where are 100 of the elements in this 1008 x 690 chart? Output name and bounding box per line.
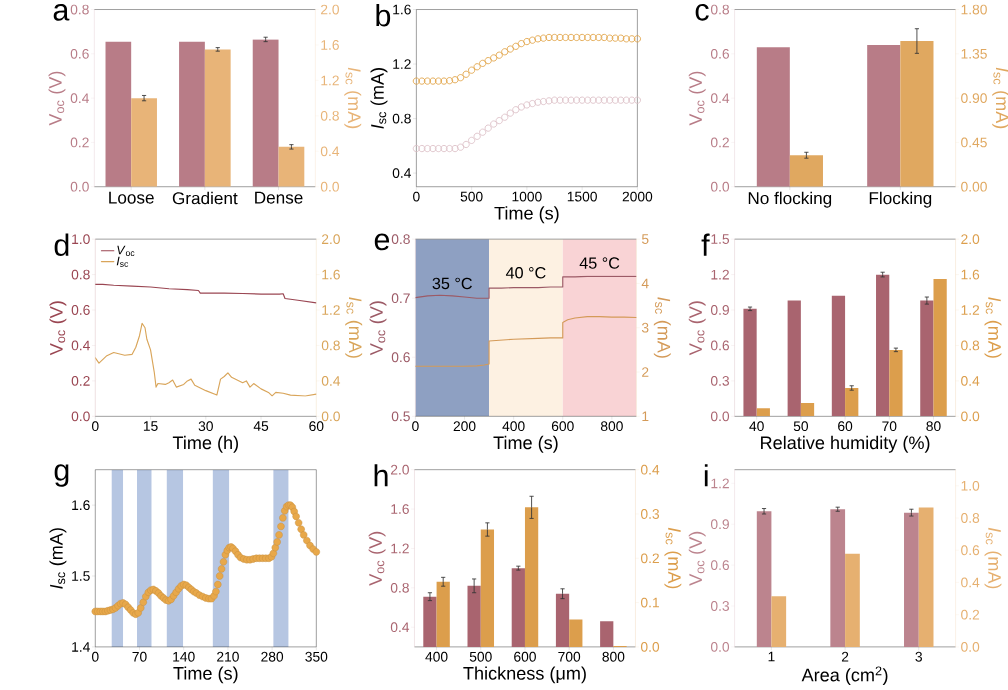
- x-tick-label: 80: [926, 421, 941, 432]
- y2-tick-label: 0.2: [961, 609, 980, 620]
- y-tick-label: 0.4: [710, 93, 730, 104]
- x-tick-label: 350: [305, 651, 328, 662]
- y-tick-label: 1.2: [711, 478, 729, 489]
- x-tick-label: 70: [882, 421, 897, 432]
- x-tick-label: 1500: [567, 191, 597, 202]
- bar: [756, 408, 770, 417]
- point: [578, 96, 586, 104]
- point: [512, 106, 520, 114]
- y-tick-label: 0.8: [710, 4, 730, 15]
- y2-tick-label: 0.2: [640, 553, 659, 564]
- point: [617, 34, 625, 42]
- y-tick-label: 0.9: [710, 519, 729, 530]
- x-tick-label: 60: [838, 421, 853, 432]
- point: [633, 96, 641, 104]
- y2-tick-label: 0.0: [961, 642, 980, 652]
- bar: [831, 295, 846, 417]
- legend-label: I$_{sc}$: [116, 256, 129, 268]
- y-tick-label: 0.0: [710, 411, 730, 422]
- x-axis-title: Time (s): [493, 435, 558, 453]
- y-tick-label: 0.8: [391, 234, 410, 245]
- chart-title: b: [376, 4, 391, 27]
- x-tick-label: Loose: [109, 191, 154, 204]
- point: [501, 48, 509, 56]
- y-tick-label: 0.2: [70, 137, 89, 148]
- point: [412, 77, 420, 85]
- bar: [278, 146, 305, 187]
- point: [567, 34, 575, 42]
- y-tick-label: 1.2: [393, 59, 411, 69]
- point: [462, 70, 470, 78]
- point: [573, 34, 581, 42]
- chart-title: e: [374, 233, 390, 251]
- x-tick-label: Gradient: [172, 191, 238, 205]
- point: [534, 35, 542, 43]
- x-tick-label: 0: [413, 191, 420, 202]
- point: [418, 145, 426, 153]
- point: [434, 145, 443, 153]
- point: [423, 145, 431, 153]
- line-series: [95, 283, 317, 304]
- point: [561, 34, 570, 42]
- y-tick-label: 0.6: [391, 352, 410, 363]
- point: [468, 136, 476, 145]
- y2-tick-label: 5: [641, 234, 649, 245]
- y-tick-label: 2.0: [391, 464, 409, 475]
- point: [523, 101, 531, 109]
- point: [523, 38, 531, 46]
- point: [434, 77, 443, 85]
- x-axis-title: Relative humidity (%): [761, 435, 930, 453]
- point: [456, 74, 465, 82]
- point: [429, 77, 437, 85]
- point: [484, 57, 492, 65]
- x-tick-label: 1: [768, 651, 775, 662]
- point: [550, 96, 559, 104]
- point: [440, 145, 448, 153]
- y-tick-label: 0.6: [710, 340, 730, 351]
- y-tick-label: 0.3: [710, 376, 730, 386]
- x-tick-label: No flocking: [748, 191, 832, 208]
- point: [479, 59, 487, 68]
- y2-tick-label: 2.0: [321, 4, 339, 15]
- y2-tick-label: 2: [642, 367, 649, 377]
- point: [556, 34, 564, 42]
- x-tick-label: 0: [91, 421, 99, 432]
- point: [573, 96, 581, 104]
- y-axis-title: V$_{oc}$ (V): [48, 71, 66, 126]
- x-tick-label: 45: [253, 421, 269, 432]
- y-tick-label: 1.6: [393, 4, 411, 15]
- y2-tick-label: 0.00: [961, 181, 987, 192]
- y2-tick-label: 1.80: [961, 4, 987, 15]
- y2-tick-label: 0.6: [961, 545, 980, 556]
- y2-tick-label: 1.2: [961, 305, 980, 315]
- x-tick-label: 0: [91, 651, 99, 662]
- y-tick-label: 1.0: [72, 234, 90, 245]
- y-tick-label: 1.2: [391, 543, 409, 554]
- point: [440, 77, 448, 85]
- point: [556, 96, 564, 104]
- x-tick-label: 15: [143, 421, 158, 432]
- y-tick-label: 0.4: [70, 93, 89, 104]
- point: [545, 97, 553, 105]
- x-tick-label: 500: [460, 191, 483, 202]
- y-tick-label: 0.8: [70, 4, 89, 15]
- y-tick-label: 0.0: [70, 181, 89, 192]
- chart-title: d: [54, 233, 69, 257]
- y2-tick-label: 0.0: [640, 642, 660, 652]
- y2-tick-label: 0.8: [961, 513, 980, 524]
- point: [451, 145, 459, 153]
- point: [545, 34, 553, 42]
- x-tick-label: 140: [173, 651, 195, 662]
- y2-tick-label: 0.4: [961, 577, 980, 588]
- x-tick-label: 400: [425, 651, 448, 662]
- y-tick-label: 0.3: [710, 601, 730, 611]
- y-tick-label: 0.2: [710, 137, 729, 148]
- point: [628, 96, 636, 104]
- point: [429, 145, 437, 153]
- x-tick-label: 2: [841, 651, 849, 662]
- x-tick-label: 600: [514, 651, 536, 662]
- point: [501, 113, 509, 121]
- x-tick-label: Dense: [255, 191, 303, 204]
- y2-tick-label: 0.0: [320, 181, 339, 192]
- x-tick-label: 210: [217, 651, 239, 662]
